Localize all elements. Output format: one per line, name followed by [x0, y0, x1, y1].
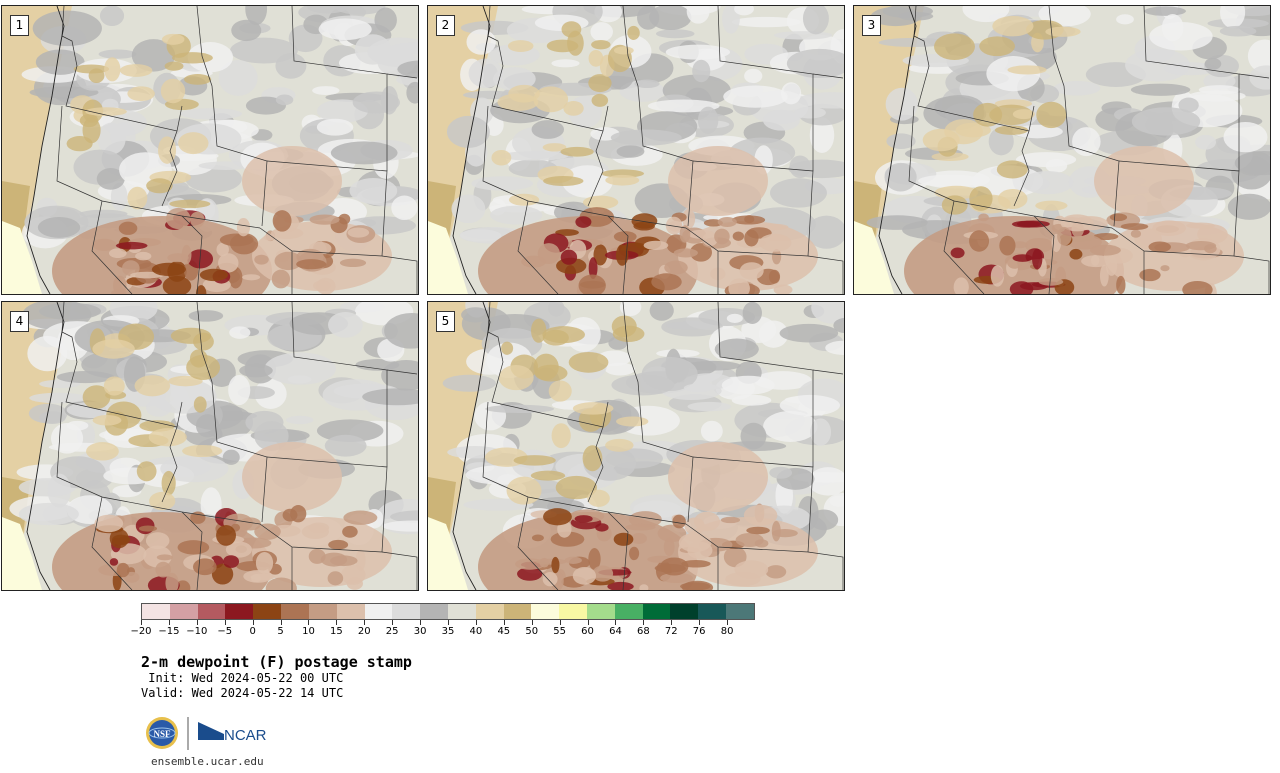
colorbar-tick-labels: −20 −15 −10 −5 0 5 10 15 20 25 30 35 40 45 50 55 60 64 68 7… [130, 620, 755, 642]
colorbar-tick-label: 50 [525, 626, 539, 637]
member-label-5: 5 [436, 311, 455, 332]
colorbar-tick [420, 620, 422, 625]
colorbar-segment [281, 604, 309, 619]
colorbar-tick-label: 45 [497, 626, 511, 637]
colorbar-tick [615, 620, 617, 625]
colorbar-segment [142, 604, 170, 619]
colorbar-tick [252, 620, 254, 625]
colorbar-tick [392, 620, 394, 625]
ensemble-member-map-3: 3 [853, 5, 1271, 295]
colorbar-tick-label: 80 [720, 626, 734, 637]
colorbar-tick-label: 76 [692, 626, 706, 637]
colorbar-segment [169, 604, 198, 619]
colorbar-tick [308, 620, 310, 625]
colorbar-tick [448, 620, 449, 625]
ensemble-member-map-4: 4 [1, 301, 419, 591]
colorbar-segment [420, 604, 448, 619]
colorbar-tick [141, 620, 142, 625]
colorbar-tick [559, 620, 561, 625]
svg-text:NSF: NSF [153, 729, 171, 739]
dewpoint-map-4 [2, 302, 418, 590]
colorbar-tick-label: −20 [130, 626, 152, 637]
nsf-ncar-logo: NSF NCAR [144, 714, 274, 752]
member-label-2: 2 [436, 15, 455, 36]
colorbar-tick [699, 620, 701, 625]
colorbar-tick-label: −5 [217, 626, 233, 637]
colorbar-tick-label: 15 [329, 626, 343, 637]
colorbar-segment [447, 604, 476, 619]
colorbar-tick [336, 620, 338, 625]
colorbar-tick [475, 620, 477, 625]
svg-text:NCAR: NCAR [224, 727, 267, 744]
colorbar-segment [531, 604, 560, 619]
colorbar-tick [531, 620, 533, 625]
website-text: ensemble.ucar.edu [151, 755, 264, 768]
colorbar-tick-label: 68 [636, 626, 650, 637]
colorbar-tick-label: 64 [609, 626, 622, 637]
colorbar-tick-label: 30 [413, 626, 427, 637]
colorbar-tick [727, 620, 729, 625]
colorbar-segment [698, 604, 727, 619]
nsf-logo: NSF [146, 717, 178, 749]
colorbar-tick-label: −15 [158, 626, 180, 637]
colorbar-tick-label: 0 [249, 626, 256, 637]
ncar-logo: NCAR [198, 722, 267, 744]
colorbar-tick [643, 620, 645, 625]
dewpoint-map-1 [2, 6, 418, 294]
colorbar-tick-label: 40 [469, 626, 483, 637]
member-label-3: 3 [862, 15, 881, 36]
colorbar-tick-label: −10 [186, 626, 208, 637]
colorbar-tick [280, 620, 282, 625]
colorbar-tick [224, 620, 226, 625]
colorbar-segment [336, 604, 365, 619]
colorbar-tick-label: 5 [277, 626, 284, 637]
colorbar-tick [196, 620, 198, 625]
colorbar-segment [642, 604, 671, 619]
ensemble-member-map-5: 5 [427, 301, 845, 591]
colorbar-segment [503, 604, 532, 619]
colorbar-tick-label: 55 [553, 626, 566, 637]
colorbar-tick [587, 620, 589, 625]
colorbar-tick-label: 72 [664, 626, 678, 637]
colorbar-tick-label: 25 [385, 626, 399, 637]
ensemble-member-map-1: 1 [1, 5, 419, 295]
colorbar-segment [587, 604, 615, 619]
colorbar-segment [392, 604, 421, 619]
valid-time: Valid: Wed 2024-05-22 14 UTC [141, 686, 344, 700]
member-label-1: 1 [10, 15, 29, 36]
member-label-4: 4 [10, 311, 29, 332]
colorbar-tick-label: 10 [302, 626, 315, 637]
colorbar-tick [671, 620, 673, 625]
colorbar-segment [670, 604, 699, 619]
colorbar-segment [475, 604, 504, 619]
colorbar-segment [559, 604, 587, 619]
dewpoint-colorbar [141, 603, 755, 620]
ensemble-member-map-2: 2 [427, 5, 845, 295]
colorbar-segment [253, 604, 282, 619]
colorbar-segment [726, 604, 754, 619]
colorbar-segment [614, 604, 643, 619]
product-title: 2-m dewpoint (F) postage stamp [141, 653, 412, 671]
colorbar-tick-label: 20 [357, 626, 371, 637]
colorbar-segment [225, 604, 254, 619]
dewpoint-map-5 [428, 302, 844, 590]
colorbar-tick-label: 35 [441, 626, 455, 637]
colorbar-tick [364, 620, 366, 625]
colorbar-segment [364, 604, 393, 619]
colorbar-tick-label: 60 [581, 626, 594, 637]
colorbar-tick [503, 620, 505, 625]
colorbar-segment [308, 604, 337, 619]
colorbar-tick [168, 620, 170, 625]
colorbar-segment [197, 604, 226, 619]
dewpoint-map-3 [854, 6, 1270, 294]
dewpoint-map-2 [428, 6, 844, 294]
init-time: Init: Wed 2024-05-22 00 UTC [141, 671, 344, 685]
